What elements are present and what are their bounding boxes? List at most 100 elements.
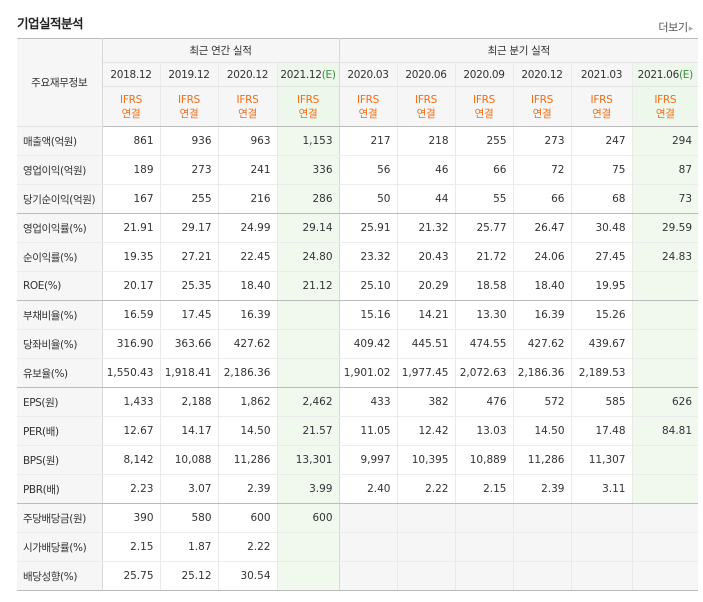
value-cell: 11.05 [339,416,397,446]
value-cell: 580 [159,503,218,533]
empty-cell [454,561,513,591]
row-label: 당기순이익(억원) [17,184,103,214]
value-cell: 66 [512,184,571,214]
period-label: 2019.12 [168,68,210,81]
empty-cell [339,561,397,591]
row-label: BPS(원) [17,445,103,475]
value-cell: 24.83 [631,242,699,272]
value-cell: 14.50 [217,416,277,446]
value-cell: 936 [159,126,218,156]
value-cell: 22.45 [217,242,277,272]
period-header: 2021.03 [570,62,632,87]
value-cell: 27.21 [159,242,218,272]
period-label: 2018.12 [110,68,152,81]
value-cell [631,329,699,359]
value-cell: 25.35 [159,271,218,301]
ifrs-label: IFRS [654,93,677,106]
ifrs-label: IFRS [415,93,437,106]
ifrs-header: IFRS 연결 [102,86,160,127]
table-row: 배당성향(%) 25.75 25.12 30.54 [17,561,699,591]
value-cell: 25.12 [159,561,218,591]
value-cell: 20.29 [396,271,455,301]
period-label: 2020.09 [463,68,505,81]
value-cell: 600 [276,503,340,533]
value-cell: 1,433 [102,387,160,417]
value-cell: 10,889 [454,445,513,475]
row-label: PBR(배) [17,474,103,504]
consolidated-label: 연결 [358,107,378,120]
table-row: ROE(%) 20.17 25.35 18.40 21.12 25.10 20.29 18.5… [17,271,699,301]
period-label: 2020.12 [521,68,563,81]
value-cell: 18.40 [512,271,571,301]
value-cell: 24.06 [512,242,571,272]
estimate-marker: (E) [321,68,336,81]
ifrs-header: IFRS 연결 [159,86,218,127]
period-header: 2020.06 [396,62,455,87]
value-cell: 72 [512,155,571,185]
value-cell: 84.81 [631,416,699,446]
value-cell: 189 [102,155,160,185]
consolidated-label: 연결 [655,107,675,120]
value-cell: 286 [276,184,340,214]
value-cell: 21.57 [276,416,340,446]
row-label: ROE(%) [17,271,103,301]
value-cell: 336 [276,155,340,185]
ifrs-header: IFRS 연결 [217,86,277,127]
value-cell: 316.90 [102,329,160,359]
value-cell: 26.47 [512,213,571,243]
empty-cell [339,503,397,533]
row-label: 당좌비율(%) [17,329,103,359]
empty-cell [512,503,571,533]
value-cell: 2.23 [102,474,160,504]
empty-cell [570,561,632,591]
value-cell: 20.43 [396,242,455,272]
row-label: PER(배) [17,416,103,446]
value-cell: 273 [512,126,571,156]
value-cell: 16.59 [102,300,160,330]
row-label: 영업이익률(%) [17,213,103,243]
value-cell: 2,462 [276,387,340,417]
table-row: PBR(배) 2.23 3.07 2.39 3.99 2.40 2.22 2.15 2.39 3.… [17,474,699,504]
ifrs-label: IFRS [357,93,379,106]
value-cell: 16.39 [217,300,277,330]
value-cell: 2.22 [396,474,455,504]
value-cell: 44 [396,184,455,214]
table-row: BPS(원) 8,142 10,088 11,286 13,301 9,997 10,395… [17,445,699,475]
value-cell: 382 [396,387,455,417]
period-label: 2021.03 [580,68,623,81]
value-cell: 963 [217,126,277,156]
value-cell: 216 [217,184,277,214]
value-cell: 29.17 [159,213,218,243]
period-label: 2020.12 [226,68,269,81]
value-cell: 24.80 [276,242,340,272]
value-cell: 17.48 [570,416,632,446]
value-cell: 14.21 [396,300,455,330]
value-cell [276,532,340,562]
value-cell: 255 [454,126,513,156]
value-cell: 439.67 [570,329,632,359]
value-cell: 19.35 [102,242,160,272]
more-link[interactable]: 더보기▸ [658,19,693,35]
value-cell: 409.42 [339,329,397,359]
value-cell: 14.17 [159,416,218,446]
value-cell: 25.10 [339,271,397,301]
value-cell: 363.66 [159,329,218,359]
consolidated-label: 연결 [532,107,552,120]
consolidated-label: 연결 [298,107,318,120]
period-header: 2021.12(E) [276,62,340,87]
value-cell: 217 [339,126,397,156]
ifrs-label: IFRS [120,93,142,106]
ifrs-header: IFRS 연결 [396,86,455,127]
value-cell: 1,901.02 [339,358,397,388]
empty-cell [339,532,397,562]
empty-cell [396,561,455,591]
value-cell: 13.30 [454,300,513,330]
table-row: 부채비율(%) 16.59 17.45 16.39 15.16 14.21 13.30 16.… [17,300,699,330]
value-cell: 15.26 [570,300,632,330]
value-cell: 600 [217,503,277,533]
value-cell: 476 [454,387,513,417]
value-cell [276,300,340,330]
value-cell: 10,395 [396,445,455,475]
ifrs-header: IFRS 연결 [339,86,397,127]
empty-cell [631,561,699,591]
